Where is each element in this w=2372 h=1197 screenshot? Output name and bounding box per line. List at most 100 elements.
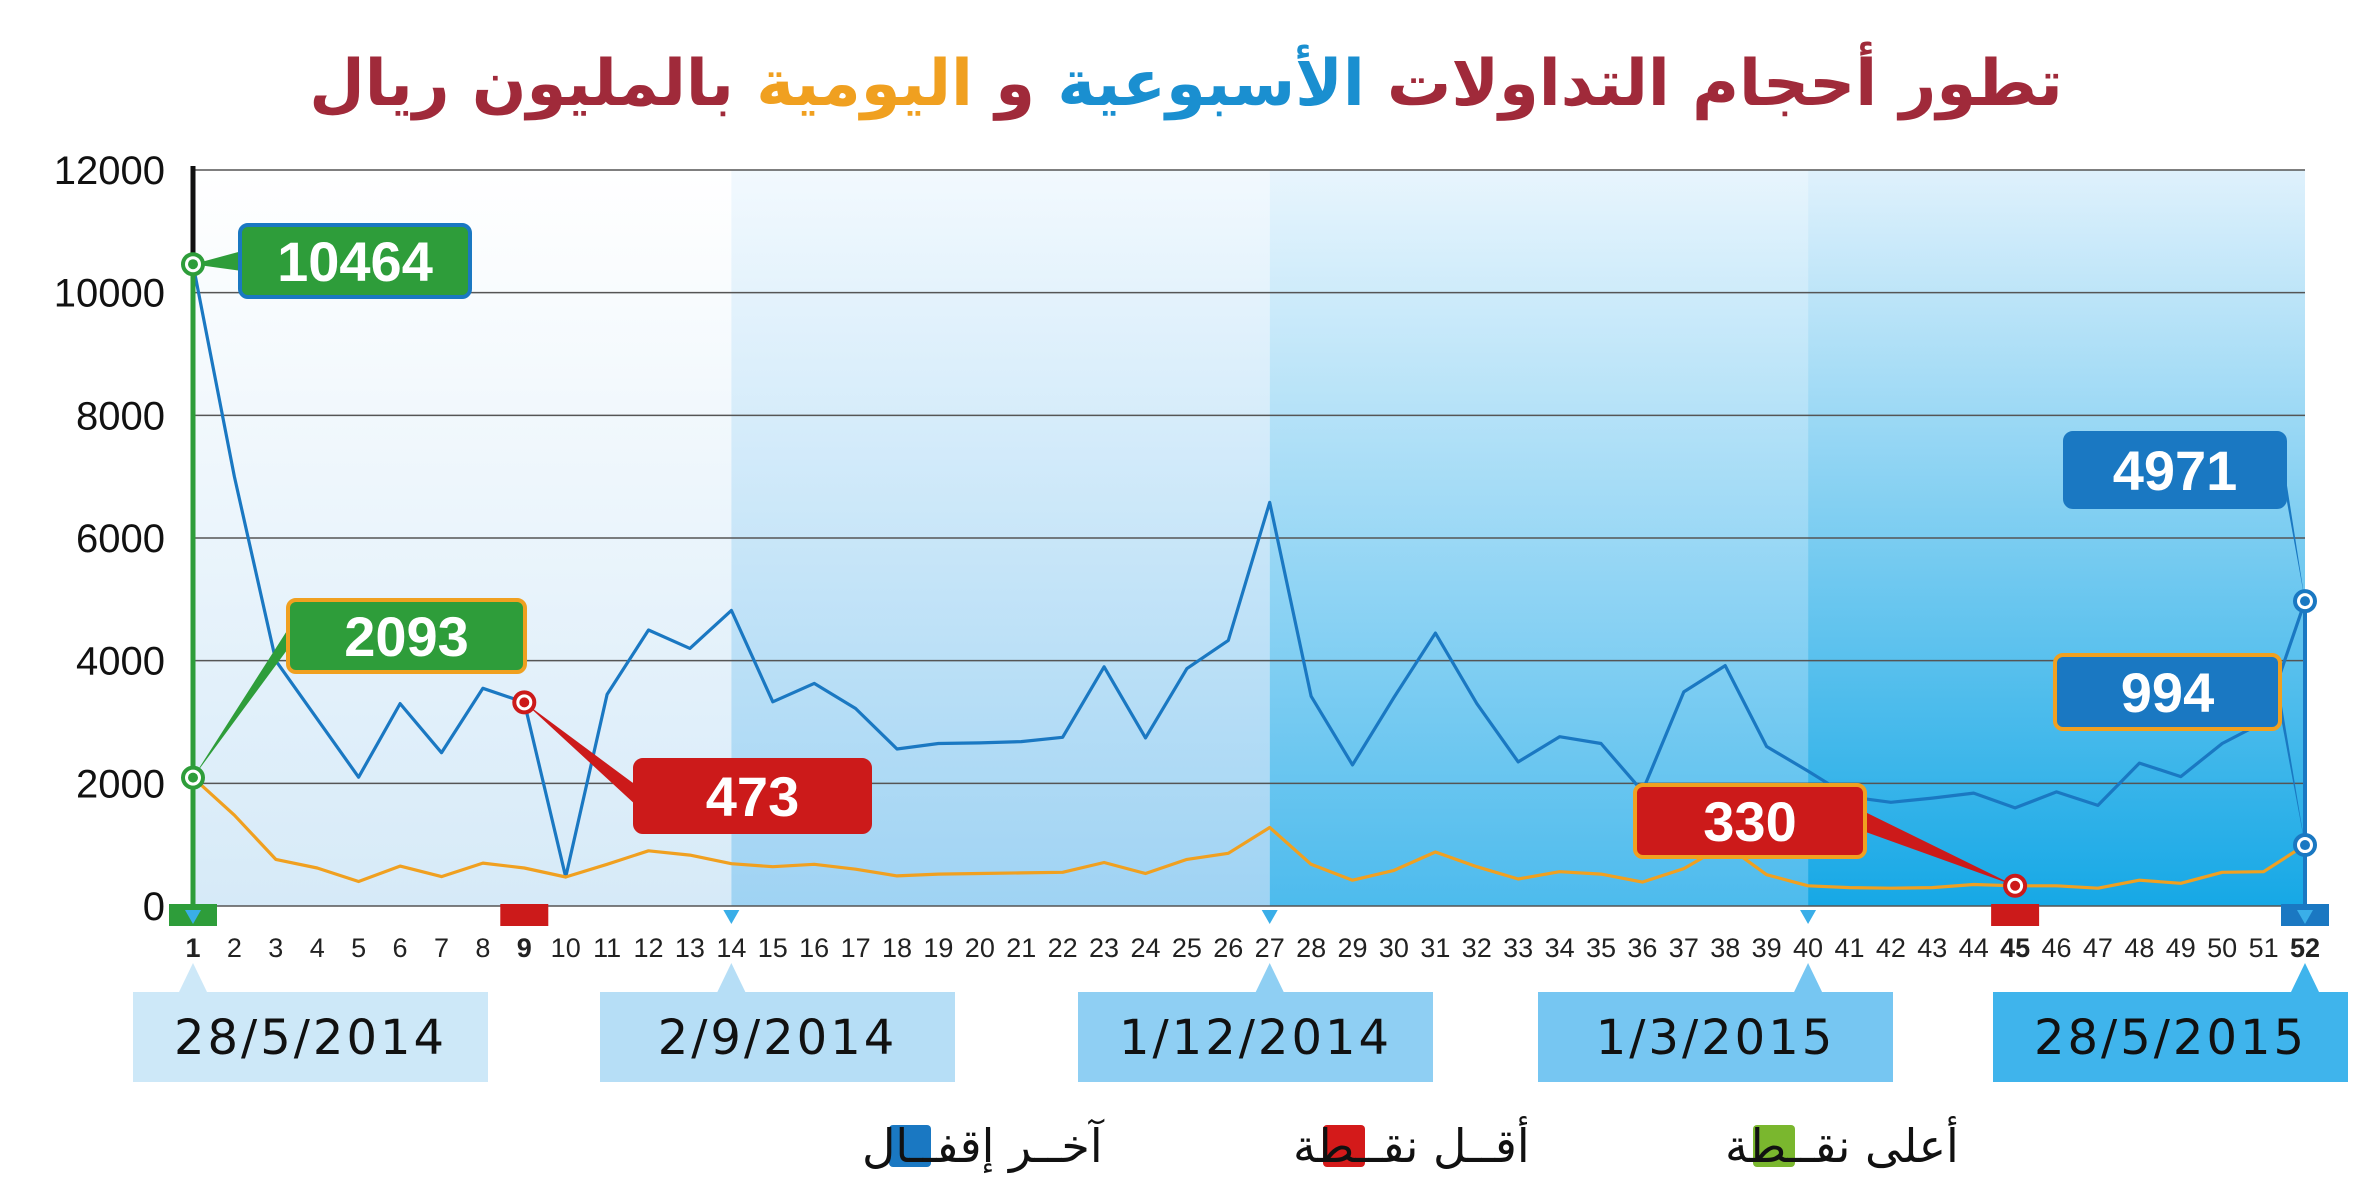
- x-tick-label: 9: [517, 933, 532, 963]
- x-tick-label: 2: [227, 933, 242, 963]
- period-tick-marker: [1800, 910, 1817, 924]
- callout-box: [286, 598, 527, 674]
- x-tick-label: 48: [2124, 933, 2154, 963]
- callout-pointer: [1863, 811, 2016, 886]
- date-box: [1993, 992, 2348, 1082]
- callout-value: 2093: [344, 605, 469, 668]
- x-tick-label: 28: [1296, 933, 1326, 963]
- x-tick-label: 1: [185, 933, 200, 963]
- x-tick-label: 34: [1545, 933, 1575, 963]
- date-box-pointer: [717, 963, 746, 992]
- y-tick-label: 8000: [76, 394, 165, 438]
- y-axis-ticks: 0 2000 4000 6000 8000 10000 12000: [54, 149, 165, 929]
- x-tick-label: 32: [1462, 933, 1492, 963]
- callout-point-center: [519, 697, 530, 708]
- x-tick-label: 8: [475, 933, 490, 963]
- x-tick-label: 36: [1627, 933, 1657, 963]
- callout-value: 4971: [2113, 439, 2238, 502]
- x-tick-label: 49: [2166, 933, 2196, 963]
- x-tick-label: 12: [634, 933, 664, 963]
- x-tick-label: 44: [1959, 933, 1989, 963]
- x-axis-ticks: 1 2 3 4 5 6 7 8 9 10 11 12 13 14 15 16 17 18 19 20 21 22 23 24 2…: [169, 904, 2329, 963]
- x-tick-label: 43: [1917, 933, 1947, 963]
- period-tick-marker: [185, 910, 201, 924]
- title-segment: تطور أحجام التداولات: [1365, 41, 2063, 121]
- x-tick-label: 26: [1213, 933, 1243, 963]
- x-tick-label: 33: [1503, 933, 1533, 963]
- x-tick-label: 24: [1130, 933, 1160, 963]
- title-segment: الأسبوعية: [1057, 44, 1364, 121]
- date-label: 1/12/2014: [1119, 1010, 1392, 1066]
- x-tick-label: 47: [2083, 933, 2113, 963]
- callout-value: 330: [1703, 790, 1796, 853]
- x-tick-label: 30: [1379, 933, 1409, 963]
- y-tick-label: 4000: [76, 640, 165, 684]
- x-tick-label: 46: [2042, 933, 2072, 963]
- y-tick-label: 0: [143, 885, 165, 929]
- x-tick-label: 35: [1586, 933, 1616, 963]
- date-box-pointer: [1255, 963, 1284, 992]
- callout-box: [633, 758, 872, 834]
- y-tick-label: 6000: [76, 517, 165, 561]
- date-label: 1/3/2015: [1596, 1010, 1836, 1066]
- callout-value: 10464: [277, 230, 433, 293]
- x-tick-label: 19: [923, 933, 953, 963]
- callout-pointer: [193, 251, 242, 271]
- date-label: 28/5/2014: [174, 1010, 447, 1066]
- x-tick-label: 15: [758, 933, 788, 963]
- y-tick-label: 2000: [76, 762, 165, 806]
- legend-label: أقــل نقــطة: [1293, 1116, 1530, 1173]
- legend-swatch: [1753, 1125, 1795, 1167]
- callout-pointer: [524, 702, 637, 806]
- x-tick-label: 18: [882, 933, 912, 963]
- date-label: 2/9/2014: [658, 1010, 898, 1066]
- callouts: 10464 2093 473 330 4971 994: [181, 223, 2317, 898]
- callout-pointer: [2278, 682, 2305, 846]
- callout-point-center: [2300, 596, 2310, 607]
- callout-value: 994: [2121, 661, 2214, 724]
- x-tick-label: 38: [1710, 933, 1740, 963]
- x-tick-label: 17: [841, 933, 871, 963]
- callout-pointer: [2283, 460, 2305, 602]
- x-tick-label: 41: [1834, 933, 1864, 963]
- legend-label: أعلى نقــطة: [1725, 1116, 1959, 1173]
- y-tick-label: 12000: [54, 149, 165, 193]
- x-tick-label: 27: [1255, 933, 1285, 963]
- period-dates: 28/5/2014 2/9/2014 1/12/2014 1/3/2015 28/5/2…: [133, 963, 2348, 1082]
- x-tick-label: 16: [799, 933, 829, 963]
- x-tick-label: 22: [1048, 933, 1078, 963]
- x-tick-label: 14: [716, 933, 746, 963]
- callout-box: [2053, 653, 2282, 731]
- x-tick-label: 40: [1793, 933, 1823, 963]
- date-box: [1538, 992, 1893, 1082]
- x-tick-label: 6: [393, 933, 408, 963]
- callout-box: [1633, 783, 1867, 859]
- period-tick-marker: [1261, 910, 1278, 924]
- x-tick-label: 11: [593, 933, 621, 963]
- y-tick-label: 10000: [54, 272, 165, 316]
- period-tick-marker: [2297, 910, 2313, 924]
- date-box: [1078, 992, 1433, 1082]
- date-label: 28/5/2015: [2034, 1010, 2307, 1066]
- x-tick-label: 21: [1006, 933, 1036, 963]
- legend-label: آخــر إقفــال: [862, 1119, 1105, 1174]
- title-segment: اليومية: [756, 47, 973, 121]
- x-tick-label: 23: [1089, 933, 1119, 963]
- callout-pointer: [193, 626, 290, 778]
- legend: أعلى نقــطة أقــل نقــطة آخــر إقفــال: [862, 1116, 1959, 1174]
- date-box-pointer: [2291, 963, 2319, 992]
- x-tick-label: 4: [310, 933, 325, 963]
- x-tick-label: 42: [1876, 933, 1906, 963]
- title-segment: بالمليون ريال: [309, 47, 756, 121]
- x-tick-label: 10: [551, 933, 581, 963]
- x-tick-marker: [500, 904, 549, 926]
- callout-point-center: [188, 259, 198, 270]
- date-box: [133, 992, 488, 1082]
- legend-swatch: [1323, 1125, 1365, 1167]
- x-tick-label: 7: [434, 933, 449, 963]
- x-tick-label: 52: [2290, 933, 2320, 963]
- legend-swatch: [889, 1125, 931, 1167]
- chart-title: تطور أحجام التداولات الأسبوعية و اليومية…: [309, 41, 2063, 121]
- callout-point-center: [2300, 840, 2310, 851]
- x-tick-label: 45: [2000, 933, 2030, 963]
